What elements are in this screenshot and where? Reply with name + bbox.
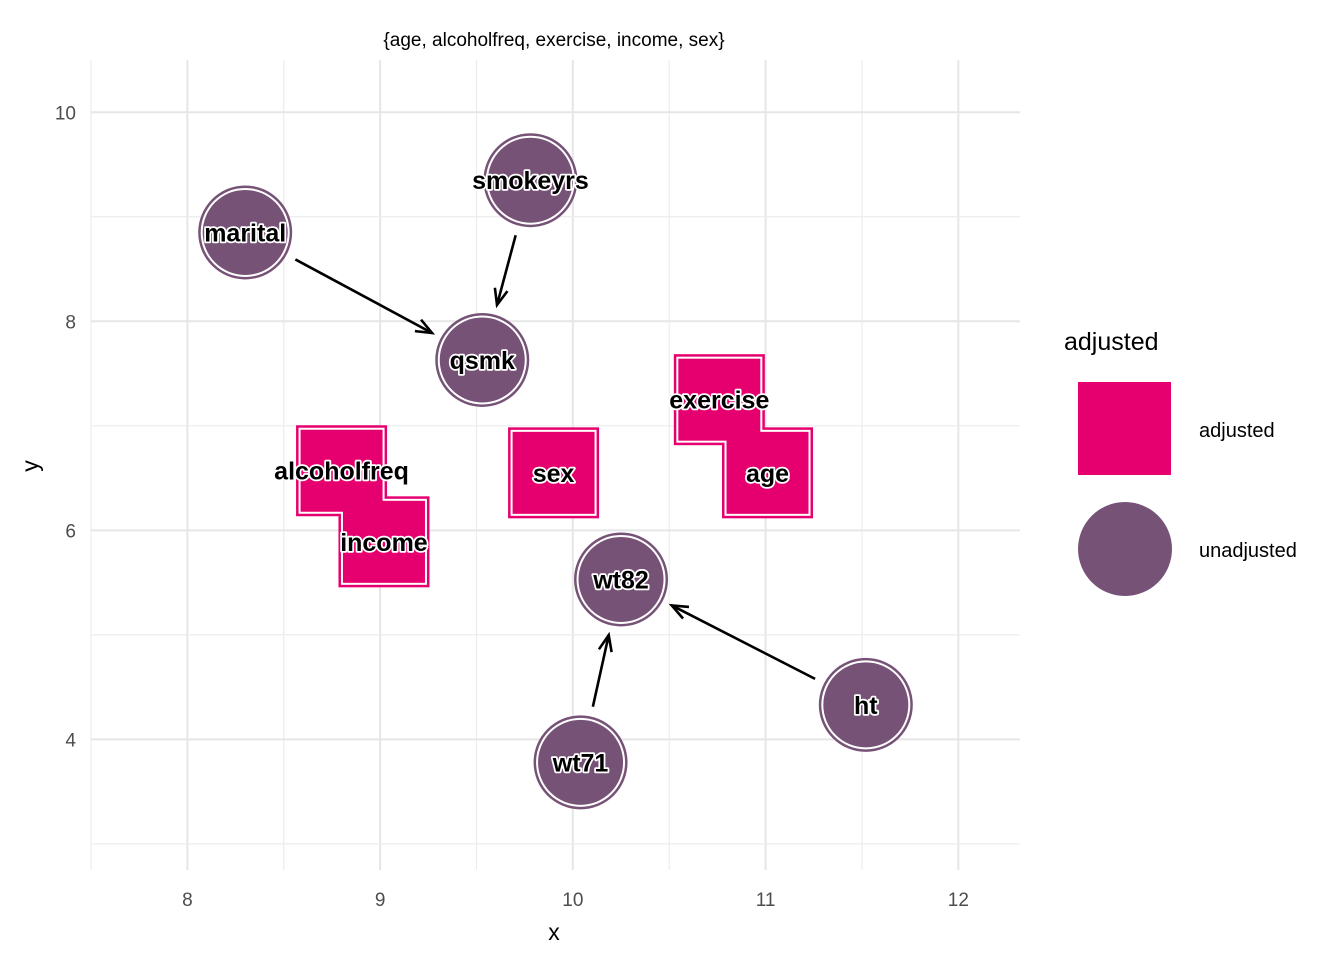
node-label-wt82: wt82: [592, 566, 649, 594]
node-wt82: [578, 536, 664, 622]
node-exercise: [678, 358, 761, 441]
edge-line: [495, 234, 517, 306]
node-label-halo: wt82: [592, 566, 649, 594]
legend-key-adjusted: [1078, 382, 1171, 475]
node-ht: [823, 662, 909, 748]
plot-subtitle: {age, alcoholfreq, exercise, income, sex…: [383, 30, 724, 51]
node-label-halo: ht: [854, 692, 878, 720]
edge-line: [591, 634, 610, 707]
node-label-alcoholfreq: alcoholfreq: [274, 458, 409, 486]
edge-marital-to-qsmk: [294, 258, 436, 335]
edge-arrowhead: [493, 287, 509, 309]
y-tick-label: 8: [65, 312, 76, 333]
y-tick-label: 10: [55, 103, 76, 124]
legend-key-unadjusted: [1078, 502, 1172, 596]
x-tick-label: 12: [948, 890, 969, 911]
node-label-qsmk: qsmk: [450, 347, 515, 375]
y-axis-title: y: [17, 460, 43, 472]
legend: adjusted adjusted unadjusted: [1064, 328, 1297, 596]
x-tick-label: 8: [182, 890, 193, 911]
x-tick-label: 9: [375, 890, 386, 911]
node-sex: [512, 431, 595, 514]
x-tick-label: 10: [562, 890, 583, 911]
x-tick-label: 11: [756, 890, 776, 911]
node-label-smokeyrs: smokeyrs: [472, 167, 589, 195]
legend-label-adjusted: adjusted: [1199, 420, 1275, 442]
legend-title: adjusted: [1064, 328, 1159, 356]
node-smokeyrs: [487, 137, 573, 223]
node-label-sex: sex: [533, 460, 575, 488]
edge-wt71-to-wt82: [591, 631, 613, 707]
y-tick-label: 4: [65, 730, 76, 751]
node-label-halo: smokeyrs: [472, 167, 589, 195]
dag-nodes: [198, 133, 913, 810]
node-qsmk: [439, 317, 525, 403]
node-alcoholfreq: [300, 429, 383, 512]
node-label-halo: age: [746, 460, 789, 488]
dag-edges: [294, 234, 816, 707]
edge-line: [294, 258, 433, 335]
node-marital: [202, 189, 288, 275]
x-axis-title: x: [548, 919, 560, 945]
node-label-halo: exercise: [669, 387, 769, 415]
node-label-age: age: [746, 460, 789, 488]
node-label-exercise: exercise: [669, 387, 769, 415]
node-label-halo: income: [340, 529, 428, 557]
node-label-halo: alcoholfreq: [274, 458, 409, 486]
dag-node-labels: maritalmaritalsmokeyrssmokeyrsqsmkqsmkex…: [202, 165, 880, 779]
edge-arrowhead: [597, 631, 613, 653]
y-axis-ticks: 4 6 8 10: [55, 103, 77, 751]
edge-ht-to-wt82: [668, 603, 816, 681]
node-income: [342, 500, 425, 583]
edge-arrowhead: [668, 603, 690, 620]
node-label-halo: wt71: [552, 749, 609, 777]
node-label-ht: ht: [854, 692, 878, 720]
legend-label-unadjusted: unadjusted: [1199, 540, 1297, 562]
node-label-halo: marital: [204, 219, 286, 247]
node-label-wt71: wt71: [552, 749, 609, 777]
edge-line: [671, 604, 816, 681]
y-tick-label: 6: [65, 521, 76, 542]
edge-smokeyrs-to-qsmk: [493, 234, 517, 309]
node-label-halo: sex: [533, 460, 575, 488]
node-label-marital: marital: [204, 219, 286, 247]
node-label-income: income: [340, 529, 428, 557]
node-age: [726, 431, 809, 514]
node-label-halo: qsmk: [450, 347, 515, 375]
x-axis-ticks: 8 9 10 11 12: [182, 890, 969, 911]
edge-arrowhead: [414, 318, 436, 335]
node-wt71: [538, 719, 624, 805]
